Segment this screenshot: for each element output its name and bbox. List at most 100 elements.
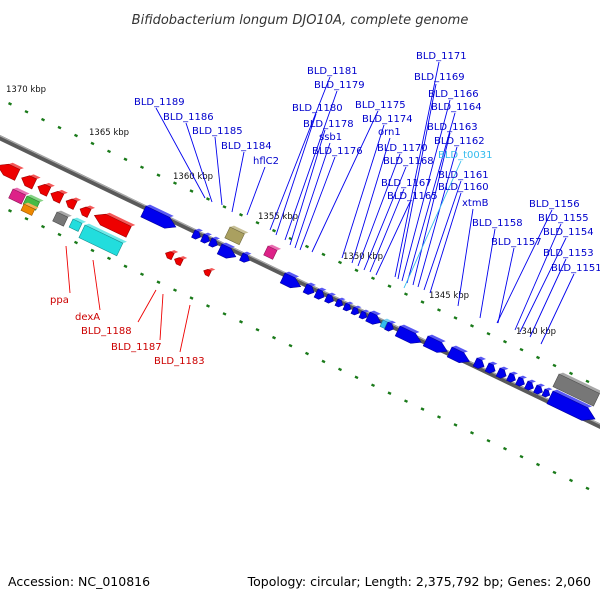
scale-tick: [321, 252, 326, 257]
forward-gene-19-top: [477, 356, 486, 361]
gene-label-bld-1178[interactable]: BLD_1178: [303, 119, 354, 130]
scale-tick: [403, 292, 409, 296]
reverse-gene-upper-2: [37, 182, 55, 197]
gene-label-bld-1154[interactable]: BLD_1154: [543, 227, 594, 238]
leader-line: [214, 136, 223, 206]
forward-gene-4: [216, 242, 237, 259]
gene-label-ppa[interactable]: ppa: [50, 295, 69, 306]
forward-gene-27-edge: [546, 390, 596, 421]
leader-line: [514, 223, 562, 331]
forward-gene-25-top: [537, 383, 545, 387]
gene-label-bld-1174[interactable]: BLD_1174: [362, 114, 413, 125]
gene-label-dexa[interactable]: dexA: [75, 312, 100, 323]
scale-tick: [222, 205, 227, 209]
reverse-gene-lower-2-edge: [203, 269, 212, 277]
gene-label-bld-1171[interactable]: BLD_1171: [416, 51, 467, 62]
forward-gene-2: [200, 232, 212, 244]
gene-label-bld-1163[interactable]: BLD_1163: [427, 122, 478, 133]
gene-label-ssb1[interactable]: ssb1: [319, 132, 342, 143]
scale-tick: [172, 288, 178, 292]
gene-label-bld-1151[interactable]: BLD_1151: [551, 263, 600, 274]
gene-label-bld-1160[interactable]: BLD_1160: [438, 182, 489, 193]
reverse-gene-lower-0: [165, 250, 179, 261]
gene-label-bld-1185[interactable]: BLD_1185: [192, 126, 243, 137]
forward-gene-18: [446, 345, 470, 363]
forward-gene-21-top: [500, 366, 509, 371]
gene-label-bld-1161[interactable]: BLD_1161: [438, 170, 489, 181]
gene-label-bld-1168[interactable]: BLD_1168: [383, 156, 434, 167]
gene-label-bld-1186[interactable]: BLD_1186: [163, 112, 214, 123]
forward-gene-26-top: [545, 387, 553, 391]
forward-gene-22: [506, 371, 518, 383]
gene-label-bld-1162[interactable]: BLD_1162: [434, 136, 485, 147]
scale-tick: [73, 133, 79, 138]
gene-label-bld-1179[interactable]: BLD_1179: [314, 80, 365, 91]
gene-label-bld-1183[interactable]: BLD_1183: [154, 356, 205, 367]
scale-tick: [205, 197, 211, 201]
gene-label-bld-1155[interactable]: BLD_1155: [538, 213, 589, 224]
gene-label-bld-1187[interactable]: BLD_1187: [111, 342, 162, 353]
forward-gene-10-edge: [334, 298, 344, 308]
forward-gene-20-edge: [484, 362, 496, 374]
gene-features: [0, 162, 600, 421]
gene-label-bld-1176[interactable]: BLD_1176: [312, 146, 363, 157]
gene-label-bld-1180[interactable]: BLD_1180: [292, 103, 343, 114]
forward-gene-13-body: [358, 311, 367, 319]
forward-gene-16-edge: [394, 325, 422, 344]
forward-gene-8-body: [314, 289, 325, 300]
scale-tick: [453, 316, 458, 320]
gene-label-bld-1189[interactable]: BLD_1189: [134, 97, 185, 108]
gene-label-bld-1169[interactable]: BLD_1169: [414, 72, 465, 83]
forward-gene-26-edge: [541, 388, 551, 398]
reverse-gene-lower-1: [174, 256, 188, 267]
gene-label-bld-1188[interactable]: BLD_1188: [81, 326, 132, 337]
scale-tick: [304, 244, 310, 249]
forward-gene-12-top: [354, 305, 362, 309]
reverse-gene-upper-4-top: [72, 197, 82, 202]
green-feature-top: [27, 194, 44, 203]
gene-label-bld-1170[interactable]: BLD_1170: [377, 143, 428, 154]
reverse-gene-upper-3-top: [57, 189, 68, 195]
gene-label-bld-1158[interactable]: BLD_1158: [472, 218, 523, 229]
gene-label-xtmb[interactable]: xtmB: [462, 198, 489, 209]
reverse-gene-upper-4-edge: [65, 198, 78, 210]
gene-label-bld-t0031[interactable]: BLD_t0031: [438, 150, 493, 161]
gene-label-bld-1175[interactable]: BLD_1175: [355, 100, 406, 111]
gene-label-bld-1167[interactable]: BLD_1167: [381, 178, 432, 189]
reverse-gene-large: [93, 212, 136, 238]
pink-feature-top: [13, 187, 30, 196]
genome-backbone: [0, 135, 600, 429]
forward-gene-0-top: [146, 204, 174, 218]
forward-gene-8: [313, 287, 327, 300]
gene-label-hflc2[interactable]: hflC2: [253, 156, 279, 167]
cyan-feature-small-edge: [68, 218, 83, 232]
gene-label-orn1[interactable]: orn1: [378, 127, 401, 138]
scale-tick: [156, 280, 161, 284]
reverse-gene-upper-5: [79, 205, 96, 218]
scale-tick: [288, 343, 293, 348]
gene-label-bld-1153[interactable]: BLD_1153: [543, 248, 594, 259]
forward-gene-3: [208, 236, 220, 248]
scale-tick: [502, 339, 508, 344]
gene-label-bld-1157[interactable]: BLD_1157: [491, 237, 542, 248]
forward-gene-0-body: [140, 206, 176, 229]
gene-label-bld-1181[interactable]: BLD_1181: [307, 66, 358, 77]
gene-label-bld-1164[interactable]: BLD_1164: [431, 102, 482, 113]
reverse-gene-upper-0: [0, 162, 24, 181]
gene-label-bld-1165[interactable]: BLD_1165: [387, 191, 438, 202]
leader-line: [363, 166, 407, 271]
leader-line: [457, 208, 474, 307]
reverse-gene-upper-3: [50, 189, 68, 204]
forward-gene-7-edge: [302, 283, 315, 295]
reverse-gene-large-top: [105, 212, 136, 227]
gene-label-bld-1166[interactable]: BLD_1166: [428, 89, 479, 100]
scale-tick: [387, 284, 392, 288]
scale-tick: [238, 213, 244, 217]
leader-line: [406, 112, 456, 284]
scale-tick: [238, 320, 244, 324]
forward-gene-27-body: [546, 391, 596, 421]
gene-label-bld-1184[interactable]: BLD_1184: [221, 141, 272, 152]
gene-label-bld-1156[interactable]: BLD_1156: [529, 199, 580, 210]
accession-text: Accession: NC_010816: [8, 574, 151, 589]
cyan-feature-large-edge: [78, 224, 124, 257]
